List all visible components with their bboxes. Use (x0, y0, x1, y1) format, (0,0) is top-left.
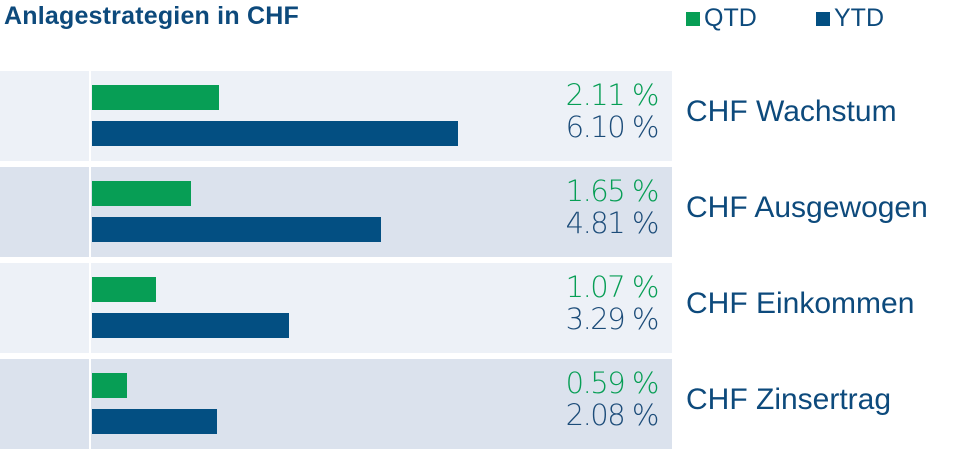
bar-ytd-chf-ausgewogen (92, 217, 381, 242)
bar-ytd-chf-zinsertrag (92, 409, 217, 434)
chart-title: Anlagestrategien in CHF (4, 2, 299, 30)
category-label-chf-einkommen: CHF Einkommen (686, 287, 915, 320)
axis-line (89, 71, 91, 161)
axis-line (89, 167, 91, 257)
category-label-chf-wachstum: CHF Wachstum (686, 95, 897, 128)
category-label-chf-zinsertrag: CHF Zinsertrag (686, 383, 892, 416)
value-label-ytd-chf-einkommen: 3.29 % (565, 302, 660, 336)
value-label-qtd-chf-wachstum: 2.11 % (565, 78, 660, 112)
legend-item-qtd: QTD (686, 4, 757, 33)
value-label-ytd-chf-ausgewogen: 4.81 % (565, 206, 660, 240)
bar-qtd-chf-zinsertrag (92, 373, 127, 398)
axis-line (89, 359, 91, 449)
legend-label-ytd: YTD (834, 4, 884, 32)
bar-ytd-chf-wachstum (92, 121, 458, 146)
bar-ytd-chf-einkommen (92, 313, 289, 338)
value-label-ytd-chf-zinsertrag: 2.08 % (565, 398, 660, 432)
category-label-chf-ausgewogen: CHF Ausgewogen (686, 191, 928, 224)
legend-label-qtd: QTD (704, 4, 757, 32)
bar-qtd-chf-wachstum (92, 85, 219, 110)
legend-swatch-ytd (816, 12, 830, 26)
axis-line (89, 263, 91, 353)
value-label-qtd-chf-ausgewogen: 1.65 % (565, 174, 660, 208)
value-label-ytd-chf-wachstum: 6.10 % (565, 110, 660, 144)
legend-item-ytd: YTD (816, 4, 884, 33)
legend-swatch-qtd (686, 12, 700, 26)
value-label-qtd-chf-einkommen: 1.07 % (565, 270, 660, 304)
bar-qtd-chf-ausgewogen (92, 181, 191, 206)
value-label-qtd-chf-zinsertrag: 0.59 % (565, 366, 660, 400)
bar-qtd-chf-einkommen (92, 277, 156, 302)
